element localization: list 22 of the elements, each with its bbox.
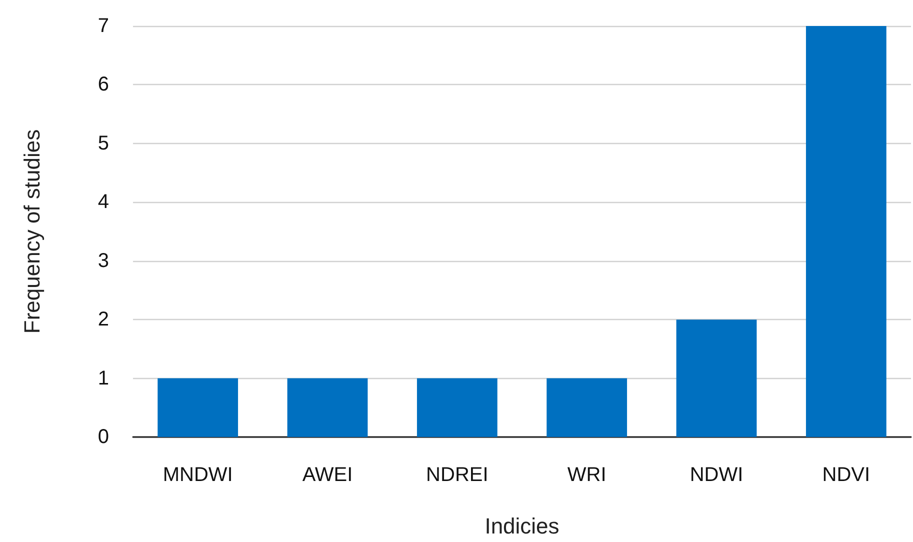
bar [287, 378, 368, 437]
x-tick-label: NDVI [822, 464, 870, 486]
y-tick-label: 4 [98, 191, 109, 214]
y-tick-label: 6 [98, 74, 109, 96]
x-tick-label: MNDWI [162, 464, 233, 486]
x-axis-title: Indicies [484, 514, 560, 538]
x-tick-label: NDREI [426, 464, 488, 486]
bar [546, 378, 628, 437]
y-tick-label: 3 [98, 250, 109, 272]
y-tick-label: 2 [98, 308, 109, 331]
bar [158, 378, 238, 437]
x-tick-label: WRI [567, 464, 606, 486]
y-tick-label: 5 [98, 132, 109, 154]
bar [806, 26, 886, 437]
x-tick-label: AWEI [302, 464, 353, 486]
y-axis-title: Frequency of studies [20, 129, 44, 334]
bar [676, 320, 757, 437]
bar [416, 378, 498, 437]
x-tick-label: NDWI [690, 464, 744, 486]
y-tick-label: 0 [98, 426, 109, 448]
y-tick-label: 7 [98, 15, 109, 37]
y-tick-label: 1 [98, 367, 109, 390]
